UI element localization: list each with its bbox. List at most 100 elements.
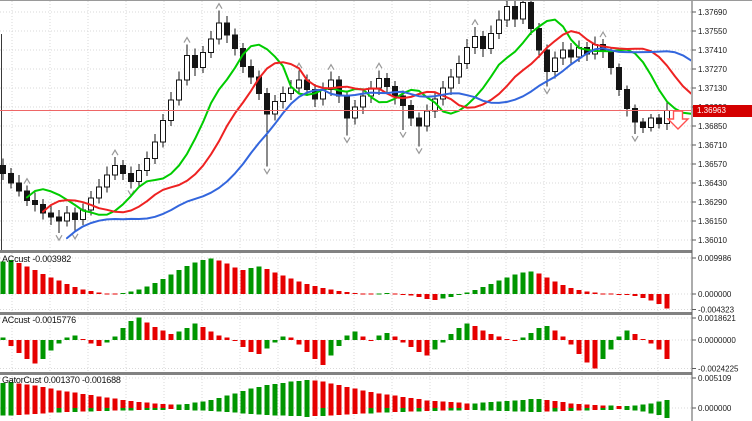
- histogram-bar: [288, 408, 294, 417]
- histogram-bar: [264, 340, 270, 349]
- candle-body: [472, 35, 478, 48]
- axis-label: -0.004323: [698, 305, 735, 314]
- candle-body: [232, 34, 238, 50]
- candle-body: [624, 88, 630, 109]
- histogram-bar: [600, 293, 606, 295]
- histogram-bar: [456, 408, 462, 411]
- histogram-bar: [536, 273, 542, 294]
- histogram-bar: [136, 408, 142, 410]
- axis-label: 1.37270: [698, 65, 727, 74]
- price-axis[interactable]: 1.376901.375501.374101.372701.371301.369…: [691, 1, 739, 421]
- histogram-bar: [376, 408, 382, 413]
- gator-histogram: [0, 379, 670, 408]
- histogram-bar: [16, 383, 22, 408]
- candle-body: [96, 186, 102, 199]
- indicator1-value: -0.003982: [32, 254, 72, 264]
- histogram-bar: [440, 340, 446, 343]
- histogram-bar: [496, 336, 502, 340]
- histogram-bar: [384, 332, 390, 340]
- histogram-bar: [528, 408, 534, 413]
- candle-body: [128, 172, 134, 183]
- histogram-bar: [200, 401, 206, 408]
- histogram-bar: [128, 401, 134, 408]
- sell-signal-arrow-icon[interactable]: [666, 110, 690, 130]
- histogram-bar: [600, 405, 606, 408]
- indicator2-value: -0.0015776: [32, 315, 76, 325]
- histogram-bar: [584, 340, 590, 363]
- histogram-bar: [240, 391, 246, 408]
- histogram-bar: [248, 268, 254, 294]
- histogram-bar: [304, 379, 310, 408]
- histogram-bar: [632, 408, 638, 411]
- histogram-bar: [584, 408, 590, 411]
- histogram-bar: [600, 408, 606, 410]
- histogram-bar: [216, 335, 222, 340]
- histogram-bar: [488, 402, 494, 408]
- histogram-bar: [288, 278, 294, 294]
- histogram-bar: [336, 291, 342, 294]
- window-separator[interactable]: [0, 312, 692, 315]
- histogram-bar: [448, 294, 454, 297]
- candle-body: [248, 65, 254, 78]
- histogram-bar: [232, 408, 238, 413]
- histogram-bar: [32, 408, 38, 414]
- histogram-bar: [536, 328, 542, 340]
- histogram-bar: [376, 293, 382, 295]
- histogram-bar: [376, 393, 382, 408]
- histogram-bar: [8, 382, 14, 408]
- histogram-bar: [424, 400, 430, 408]
- histogram-bar: [384, 408, 390, 413]
- histogram-bar: [360, 293, 366, 295]
- histogram-bar: [144, 286, 150, 294]
- histogram-bar: [576, 403, 582, 408]
- alligator-teeth-line: [42, 30, 691, 214]
- histogram-bar: [0, 382, 6, 408]
- histogram-bar: [176, 331, 182, 340]
- histogram-bar: [240, 340, 246, 348]
- histogram-bar: [616, 408, 622, 410]
- candle-body: [64, 212, 70, 222]
- histogram-bar: [488, 408, 494, 411]
- histogram-bar: [152, 327, 158, 340]
- histogram-bar: [552, 408, 558, 412]
- fractal-up-icon: [471, 18, 479, 26]
- histogram-bar: [80, 289, 86, 294]
- histogram-bar: [440, 408, 446, 411]
- histogram-bar: [624, 408, 630, 410]
- histogram-bar: [152, 282, 158, 294]
- candle-body: [488, 33, 494, 50]
- histogram-bar: [656, 340, 662, 350]
- histogram-bar: [336, 385, 342, 408]
- histogram-bar: [432, 340, 438, 350]
- histogram-bar: [312, 408, 318, 417]
- candle-body: [416, 117, 422, 127]
- window-separator[interactable]: [0, 372, 692, 375]
- indicator2-label: ACcust -0.0015776: [2, 315, 76, 325]
- histogram-bar: [360, 336, 366, 340]
- histogram-bar: [24, 408, 30, 415]
- window-separator[interactable]: [0, 250, 692, 253]
- histogram-bar: [0, 261, 6, 294]
- histogram-bar: [408, 340, 414, 348]
- histogram-bar: [320, 340, 326, 365]
- histogram-bar: [504, 401, 510, 408]
- histogram-bar: [560, 336, 566, 340]
- histogram-bar: [104, 408, 110, 411]
- histogram-bar: [520, 399, 526, 408]
- main-chart-window[interactable]: [0, 1, 691, 250]
- histogram-bar: [480, 287, 486, 294]
- histogram-bar: [8, 408, 14, 416]
- candle-body: [656, 117, 662, 124]
- candle-body: [528, 1, 534, 29]
- histogram-bar: [344, 386, 350, 408]
- histogram-bar: [240, 408, 246, 414]
- candle-body: [560, 49, 566, 59]
- histogram-bar: [256, 340, 262, 355]
- histogram-bar: [640, 338, 646, 340]
- axis-label: 1.37410: [698, 46, 727, 55]
- histogram-bar: [112, 293, 118, 295]
- histogram-bar: [160, 403, 166, 408]
- histogram-bar: [456, 294, 462, 295]
- candle-body: [104, 174, 110, 188]
